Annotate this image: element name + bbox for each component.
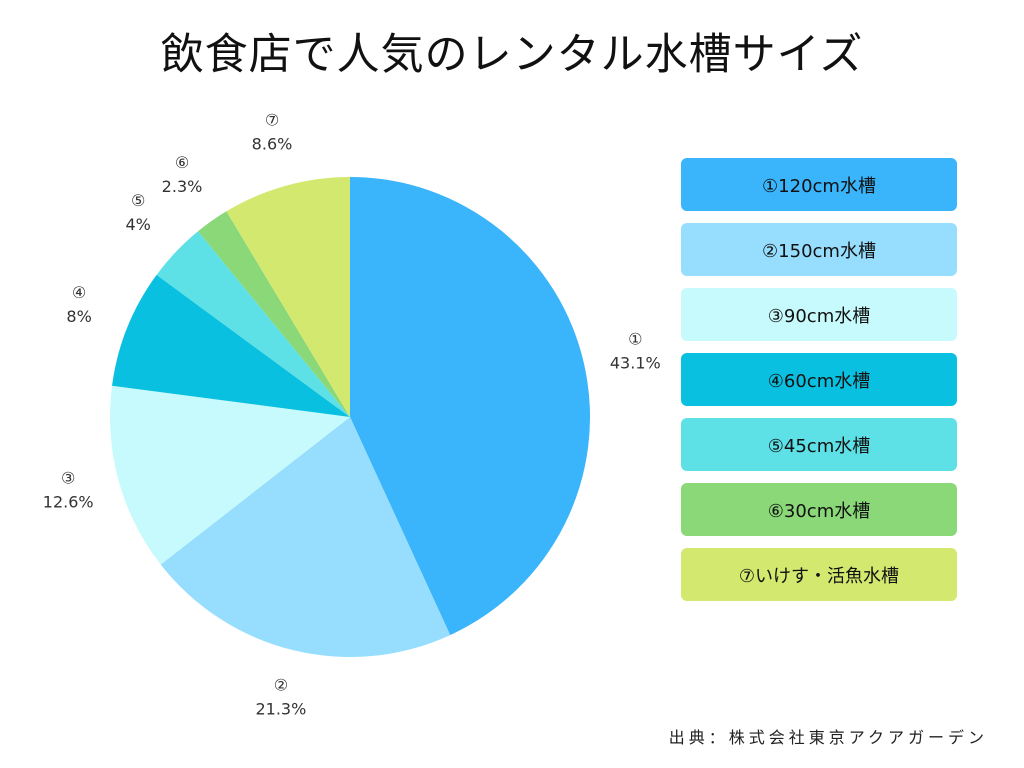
slice-value-label-6: 2.3% [162,177,203,196]
legend-label: ③90cm水槽 [767,305,871,327]
slice-marker-2: ② [274,676,288,695]
legend-item-1: ①120cm水槽 [681,158,957,211]
slice-marker-3: ③ [61,469,75,488]
slice-marker-6: ⑥ [175,153,189,172]
legend-label: ⑦いけす・活魚水槽 [738,565,900,587]
legend-item-4: ④60cm水槽 [681,353,957,406]
slice-value-label-1: 43.1% [610,354,661,373]
slice-value-label-3: 12.6% [43,493,94,512]
chart-title: 飲食店で人気のレンタル水槽サイズ [160,30,864,80]
slice-value-label-2: 21.3% [255,700,306,719]
legend-item-5: ⑤45cm水槽 [681,418,957,471]
legend-item-2: ②150cm水槽 [681,223,957,276]
pie-labels: ① 43.1% ② 21.3% ③ 12.6% ④ 8% ⑤ 4% ⑥ 2.3% ⑦ 8.6% [43,111,661,719]
pie-slice-7 [226,177,350,417]
legend-label: ①120cm水槽 [762,175,876,197]
pie-slice-6 [198,211,350,417]
pie-slices [109,177,591,658]
slice-marker-5: ⑤ [131,191,145,210]
pie-slice-5 [156,231,350,417]
legend-label: ⑤45cm水槽 [767,435,871,457]
legend: ①120cm水槽 ②150cm水槽 ③90cm水槽 ④60cm水槽 ⑤45cm水槽 ⑥30… [681,158,957,613]
legend-label: ②150cm水槽 [762,240,876,262]
legend-label: ⑥30cm水槽 [767,500,871,522]
pie-slice-3 [109,385,351,565]
legend-item-3: ③90cm水槽 [681,288,957,341]
slice-value-label-7: 8.6% [252,135,293,154]
slice-marker-7: ⑦ [265,111,279,130]
slice-marker-1: ① [628,330,642,349]
legend-item-6: ⑥30cm水槽 [681,483,957,536]
source-note: 出典：株式会社東京アクアガーデン [668,728,988,747]
pie-slice-1 [350,177,591,636]
slice-marker-4: ④ [72,283,86,302]
slice-value-label-4: 8% [66,307,91,326]
pie-slice-4 [112,274,350,417]
slice-value-label-5: 4% [126,215,151,234]
pie-slice-2 [160,417,451,658]
legend-item-7: ⑦いけす・活魚水槽 [681,548,957,601]
legend-label: ④60cm水槽 [767,370,871,392]
